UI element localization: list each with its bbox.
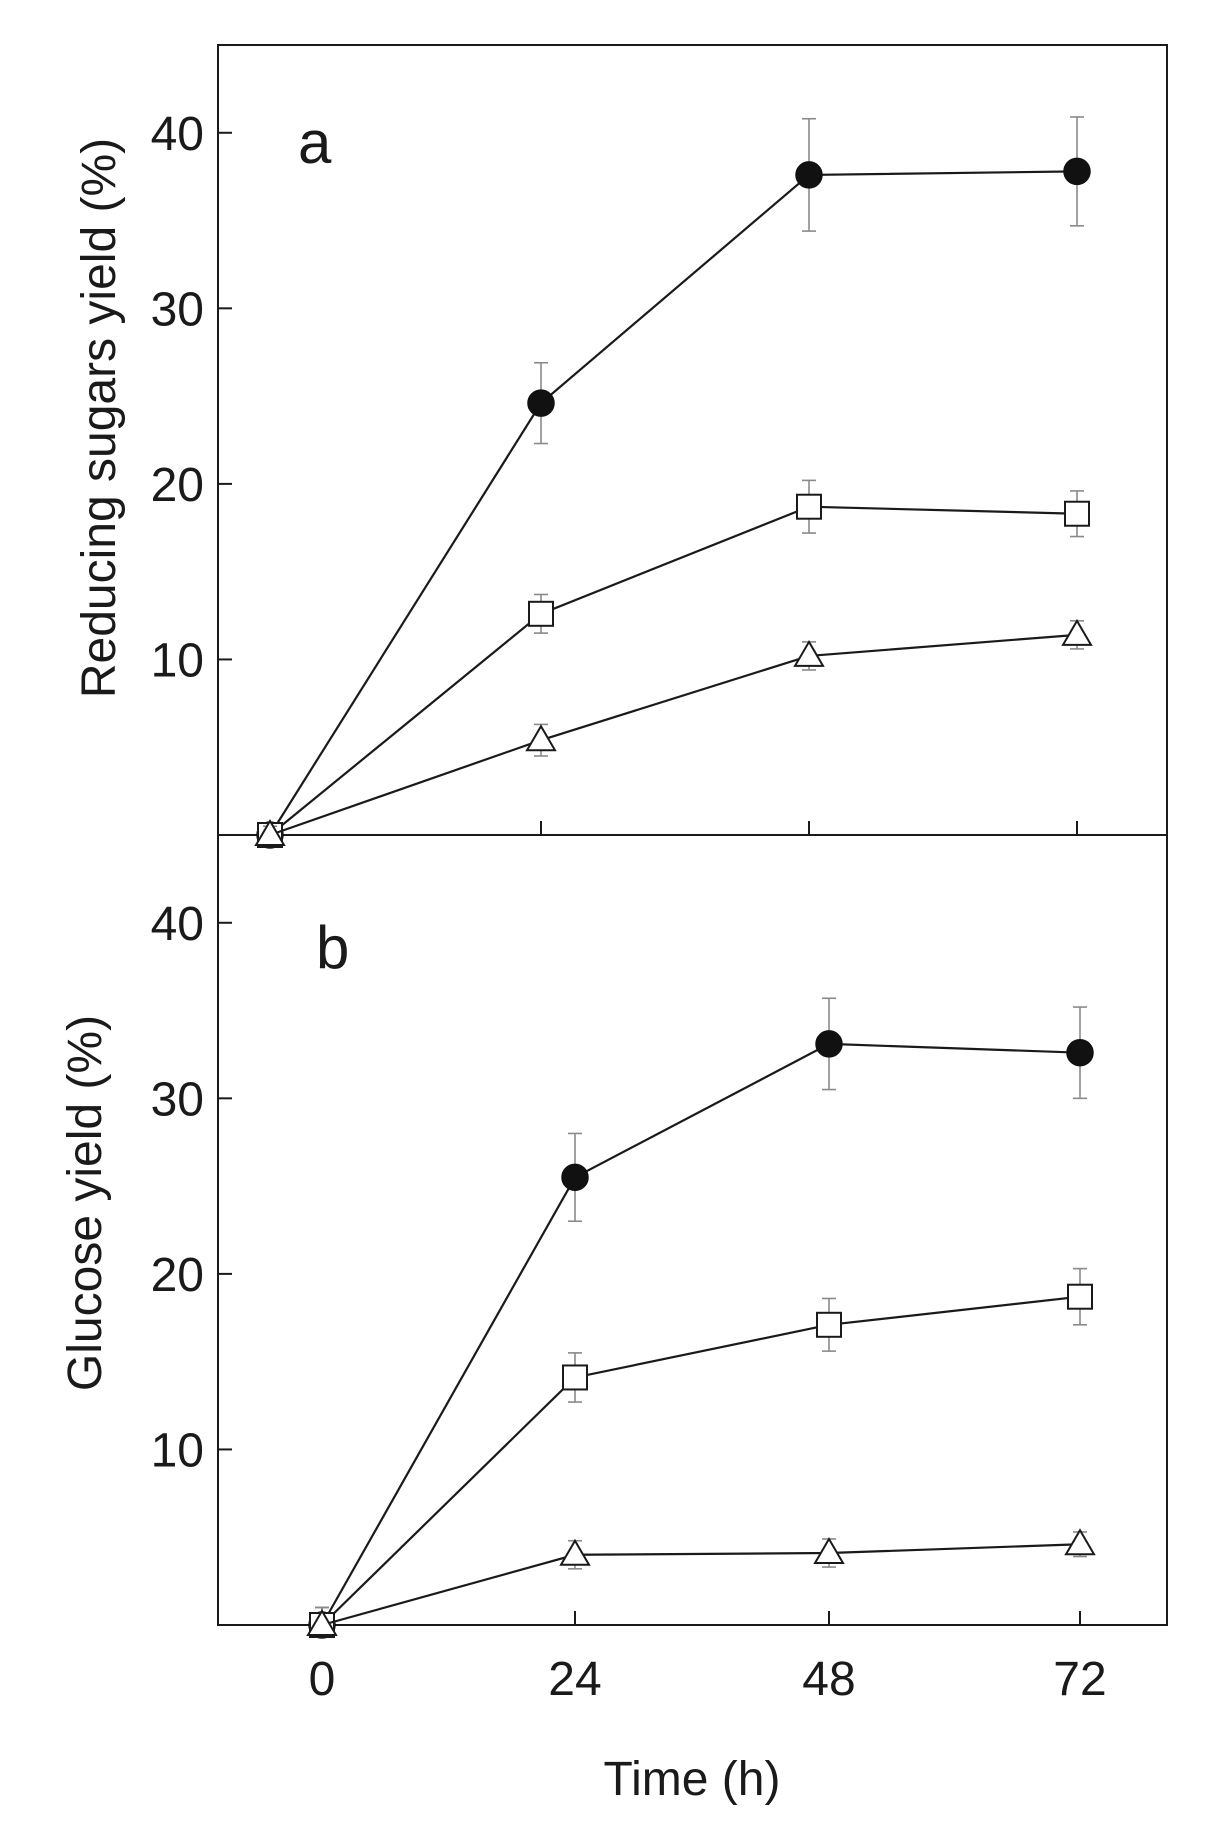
series-line [269, 633, 1078, 837]
panel-a-series [254, 116, 1093, 849]
x-axis-label: Time (h) [604, 1753, 781, 1806]
panel-b-series [306, 997, 1096, 1639]
data-point-circle [1066, 1038, 1094, 1067]
panel-a-letter: a [298, 109, 332, 176]
data-point-square [562, 1364, 588, 1391]
series-square-open [257, 479, 1090, 848]
panel-b: b Glucose yield (%) 10 20 30 40 0 24 48 72 [59, 898, 1107, 1706]
series-line [321, 1295, 1081, 1626]
data-point-triangle [1061, 618, 1093, 646]
panel-b-y-axis-label: Glucose yield (%) [59, 1015, 112, 1391]
y-tick-label: 10 [151, 634, 204, 687]
series-line [269, 170, 1078, 836]
y-tick-label: 20 [151, 1249, 204, 1302]
data-point-circle [561, 1163, 589, 1192]
y-tick-label: 30 [151, 283, 204, 336]
series-line [269, 505, 1078, 836]
series-square-open [309, 1267, 1093, 1638]
data-point-circle [1063, 157, 1091, 186]
x-tick-label: 48 [802, 1653, 855, 1706]
panel-a-y-ticks: 10 20 30 40 [151, 108, 232, 687]
panel-b-x-ticks: 0 24 48 72 [309, 1611, 1107, 1706]
x-tick-label: 72 [1053, 1653, 1106, 1706]
series-line [321, 1543, 1081, 1627]
panel-a: a Reducing sugars yield (%) 10 20 30 40 [73, 108, 1093, 849]
data-point-circle [795, 161, 823, 189]
data-point-triangle [306, 1609, 338, 1636]
data-point-triangle [559, 1538, 591, 1566]
y-tick-label: 40 [151, 898, 204, 951]
x-tick-label: 24 [548, 1653, 601, 1706]
y-tick-label: 20 [151, 459, 204, 512]
data-point-square [796, 493, 822, 520]
panel-b-letter: b [316, 914, 349, 981]
data-point-square [1067, 1283, 1093, 1310]
data-point-circle [815, 1030, 843, 1058]
panel-b-y-ticks: 10 20 30 40 [151, 898, 232, 1477]
x-tick-label: 0 [309, 1653, 336, 1706]
data-point-triangle [793, 639, 825, 667]
series-circle-filled [308, 997, 1094, 1639]
series-line [321, 1042, 1081, 1626]
data-point-triangle [525, 724, 557, 752]
data-point-square [816, 1311, 842, 1338]
data-point-square [528, 600, 554, 627]
data-point-triangle [254, 819, 286, 846]
y-tick-label: 30 [151, 1073, 204, 1126]
series-triangle-open [306, 1528, 1096, 1636]
panel-a-x-ticks [269, 821, 1078, 835]
data-point-square [1064, 500, 1090, 527]
series-circle-filled [256, 116, 1091, 849]
y-tick-label: 10 [151, 1424, 204, 1477]
data-point-circle [527, 389, 555, 417]
data-point-triangle [813, 1537, 845, 1565]
panel-a-y-axis-label: Reducing sugars yield (%) [73, 138, 126, 698]
y-tick-label: 40 [151, 108, 204, 161]
series-triangle-open [254, 618, 1093, 846]
data-point-triangle [1064, 1528, 1096, 1556]
